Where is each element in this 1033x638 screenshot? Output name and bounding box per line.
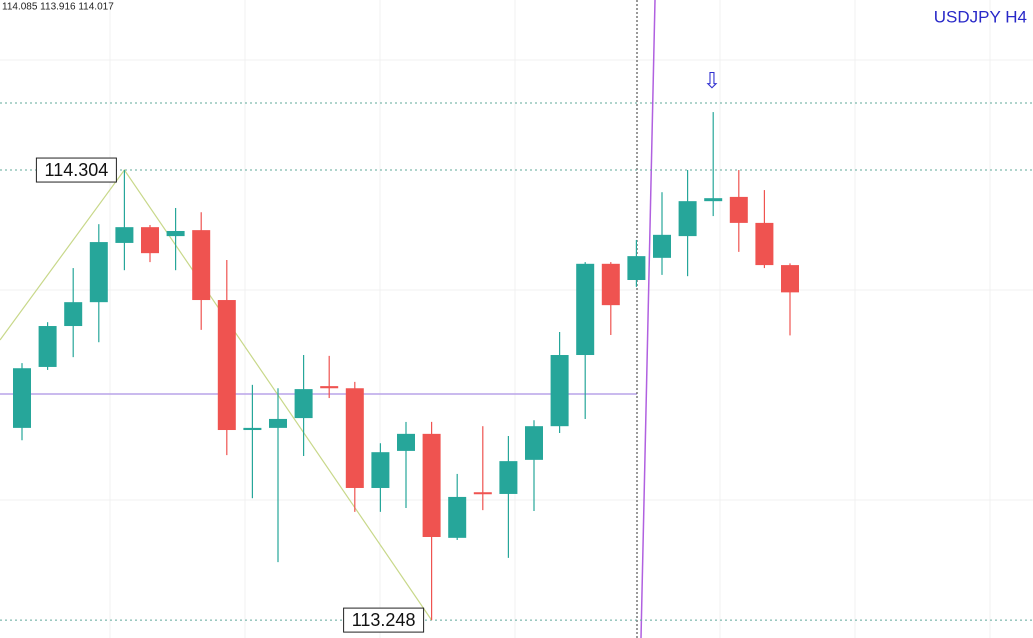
- candle-body: [269, 418, 287, 428]
- trend-line: [640, 0, 656, 638]
- candle-body: [755, 222, 774, 266]
- candle-body: [13, 368, 31, 428]
- candle-body: [601, 263, 620, 306]
- price-label-box: [343, 607, 425, 633]
- candle-body: [115, 227, 134, 243]
- candle-body: [320, 386, 339, 389]
- candle-body: [217, 300, 236, 431]
- candle-body: [243, 427, 262, 431]
- candle-body: [38, 326, 57, 367]
- arrow-marker: ⇩: [703, 68, 721, 93]
- candle-body: [704, 198, 723, 202]
- candle-body: [89, 242, 108, 303]
- candle-body: [371, 452, 390, 488]
- candle-body: [627, 256, 646, 281]
- candle-body: [345, 388, 364, 488]
- price-label: 114.304: [45, 160, 109, 180]
- candle-body: [64, 302, 83, 327]
- candle-body: [166, 230, 185, 237]
- candle-body: [192, 230, 211, 301]
- ohlc-header: 114.085 113.916 114.017: [2, 2, 114, 13]
- candle-body: [653, 234, 671, 258]
- zigzag-line: [0, 169, 433, 621]
- candle-body: [781, 265, 799, 293]
- candle-body: [678, 201, 697, 237]
- candle-body: [729, 196, 748, 223]
- chart-title: USDJPY H4: [934, 7, 1027, 26]
- price-label: 113.248: [352, 610, 416, 630]
- candle-body: [422, 433, 441, 537]
- candle-body: [525, 426, 543, 460]
- candle-body: [448, 496, 467, 538]
- candle-body: [576, 263, 595, 356]
- candle-body: [499, 461, 518, 494]
- candle-body: [397, 433, 415, 451]
- candle-body: [294, 389, 313, 419]
- candle-body: [550, 355, 569, 427]
- candle-body: [473, 492, 492, 495]
- price-label-box: [35, 157, 117, 183]
- candle-body: [141, 227, 159, 254]
